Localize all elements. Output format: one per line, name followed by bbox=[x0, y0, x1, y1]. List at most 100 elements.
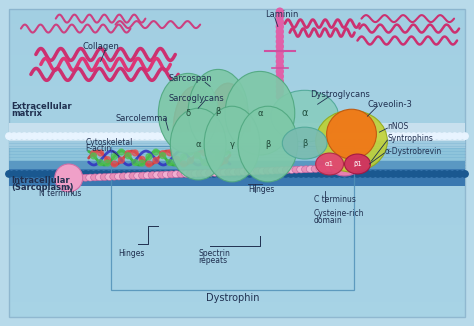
Ellipse shape bbox=[148, 172, 157, 179]
Text: F-actin: F-actin bbox=[86, 143, 112, 153]
Bar bbox=[9, 163, 465, 178]
Circle shape bbox=[132, 159, 138, 166]
Circle shape bbox=[146, 154, 152, 160]
Circle shape bbox=[288, 133, 294, 139]
Circle shape bbox=[190, 133, 197, 139]
Ellipse shape bbox=[129, 172, 138, 179]
Circle shape bbox=[328, 171, 335, 177]
Circle shape bbox=[308, 133, 314, 139]
Circle shape bbox=[431, 171, 438, 177]
Bar bbox=[9, 148, 465, 163]
Circle shape bbox=[276, 8, 283, 15]
Ellipse shape bbox=[271, 90, 338, 142]
Circle shape bbox=[82, 171, 89, 177]
Ellipse shape bbox=[76, 174, 85, 182]
Bar bbox=[9, 209, 465, 225]
Circle shape bbox=[88, 171, 94, 177]
Circle shape bbox=[155, 171, 161, 177]
Circle shape bbox=[103, 133, 109, 139]
Text: Cysteine-rich: Cysteine-rich bbox=[314, 209, 364, 218]
Ellipse shape bbox=[292, 166, 301, 173]
Circle shape bbox=[103, 171, 109, 177]
Ellipse shape bbox=[335, 165, 344, 171]
Circle shape bbox=[276, 38, 283, 45]
Text: N terminus: N terminus bbox=[39, 189, 81, 198]
Ellipse shape bbox=[172, 171, 181, 178]
Circle shape bbox=[267, 133, 273, 139]
Ellipse shape bbox=[316, 110, 387, 172]
Circle shape bbox=[144, 171, 151, 177]
Circle shape bbox=[104, 160, 110, 166]
Circle shape bbox=[139, 133, 146, 139]
Circle shape bbox=[211, 171, 217, 177]
Text: β: β bbox=[215, 107, 221, 116]
Circle shape bbox=[303, 133, 310, 139]
Bar bbox=[9, 86, 465, 101]
Circle shape bbox=[395, 133, 401, 139]
Circle shape bbox=[339, 171, 345, 177]
Circle shape bbox=[47, 133, 53, 139]
Circle shape bbox=[276, 53, 283, 60]
Circle shape bbox=[277, 171, 284, 177]
Circle shape bbox=[221, 171, 228, 177]
Ellipse shape bbox=[316, 165, 325, 172]
Circle shape bbox=[390, 133, 396, 139]
Circle shape bbox=[42, 171, 48, 177]
Circle shape bbox=[206, 133, 212, 139]
Circle shape bbox=[276, 13, 283, 20]
Circle shape bbox=[375, 133, 381, 139]
Ellipse shape bbox=[167, 171, 176, 178]
Bar bbox=[110, 146, 355, 290]
Circle shape bbox=[344, 171, 350, 177]
Ellipse shape bbox=[158, 171, 167, 178]
Text: domain: domain bbox=[314, 216, 342, 225]
Circle shape bbox=[201, 150, 207, 156]
Circle shape bbox=[173, 156, 180, 162]
Circle shape bbox=[201, 133, 207, 139]
Circle shape bbox=[416, 171, 422, 177]
Circle shape bbox=[57, 171, 64, 177]
Ellipse shape bbox=[134, 172, 143, 179]
Ellipse shape bbox=[158, 73, 218, 153]
Text: Cytoskeletal: Cytoskeletal bbox=[86, 138, 133, 147]
Ellipse shape bbox=[186, 170, 195, 177]
Text: Collagen: Collagen bbox=[82, 42, 119, 51]
Circle shape bbox=[175, 171, 181, 177]
Circle shape bbox=[190, 171, 197, 177]
Circle shape bbox=[441, 133, 448, 139]
Circle shape bbox=[323, 133, 330, 139]
Circle shape bbox=[231, 133, 237, 139]
Ellipse shape bbox=[110, 173, 118, 180]
Circle shape bbox=[132, 150, 138, 156]
Circle shape bbox=[222, 158, 228, 164]
Ellipse shape bbox=[143, 172, 152, 179]
Circle shape bbox=[323, 171, 330, 177]
Circle shape bbox=[359, 133, 366, 139]
Circle shape bbox=[146, 161, 152, 167]
Text: matrix: matrix bbox=[11, 109, 42, 118]
Ellipse shape bbox=[210, 169, 219, 176]
Circle shape bbox=[257, 171, 263, 177]
Ellipse shape bbox=[254, 168, 263, 175]
Bar bbox=[9, 194, 465, 209]
Ellipse shape bbox=[163, 171, 172, 178]
Circle shape bbox=[180, 133, 186, 139]
Ellipse shape bbox=[283, 127, 327, 159]
Circle shape bbox=[47, 171, 53, 177]
Circle shape bbox=[88, 133, 94, 139]
Circle shape bbox=[129, 171, 135, 177]
Text: β1: β1 bbox=[353, 161, 362, 167]
Circle shape bbox=[421, 171, 427, 177]
Circle shape bbox=[452, 133, 458, 139]
Circle shape bbox=[349, 133, 356, 139]
Bar bbox=[9, 101, 465, 117]
Circle shape bbox=[149, 133, 155, 139]
Circle shape bbox=[93, 133, 99, 139]
Circle shape bbox=[370, 133, 376, 139]
Circle shape bbox=[36, 171, 43, 177]
Circle shape bbox=[173, 160, 180, 166]
Ellipse shape bbox=[115, 173, 124, 180]
Circle shape bbox=[6, 171, 12, 177]
Circle shape bbox=[36, 133, 43, 139]
Circle shape bbox=[370, 171, 376, 177]
